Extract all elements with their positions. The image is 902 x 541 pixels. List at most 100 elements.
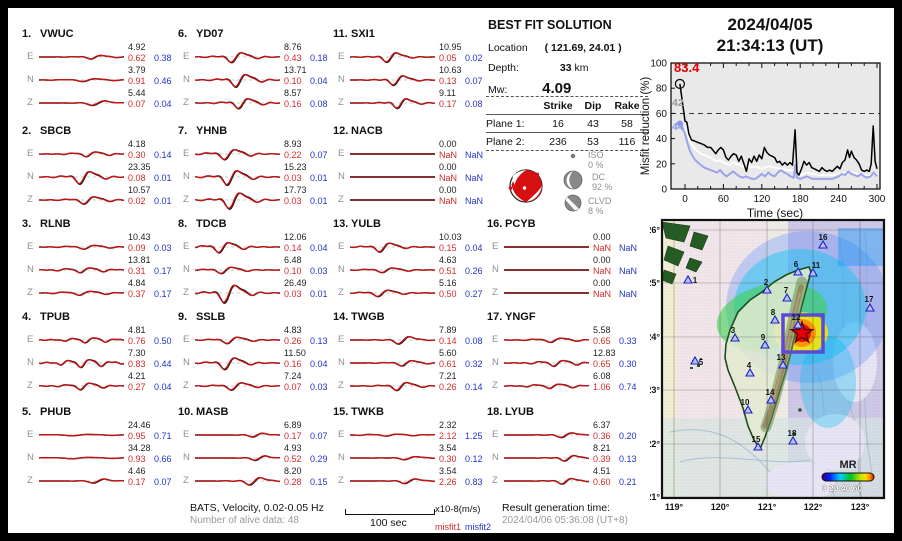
channel-TDCB-E: E 12.06 0.14 0.04 [170,232,330,260]
component-label: E [183,429,190,440]
waveform-trace [39,456,124,460]
station-triangle-icon [788,435,798,445]
misfit2-value: 0.03 [154,243,172,253]
peak-amplitude: 6.08 [593,371,611,381]
component-label: Z [338,475,344,486]
station-number: 2 [764,278,769,287]
channel-YD07-N: N 13.71 0.10 0.04 [170,65,330,93]
misfit1-value: 0.60 [593,477,611,487]
misfit1-value: NaN [439,196,458,206]
component-label: N [183,357,190,368]
event-time: 21:34:13 (UT) [716,36,824,55]
series-misfit-reduction-white [684,125,878,176]
peak-amplitude: 12.83 [593,348,616,358]
map-station-1: 1 [683,274,698,285]
station-panel-YULB: 13. YULB E 10.03 0.15 0.04 N 4.63 0.51 0.26 Z 5.16 0… [325,218,485,314]
peak-amplitude: 4.18 [128,139,146,149]
peak-amplitude: 17.73 [284,185,307,195]
waveform-trace [195,336,280,345]
figure-canvas: 1. VWUC E 4.92 0.62 0.38 N 3.79 0.91 0.46 Z 5.44 0.0… [8,8,894,533]
misfit2-value: NaN [465,150,484,160]
series-best-solution-misfit-reduction [679,83,878,176]
component-label: N [492,264,499,275]
channel-SSLB-N: N 11.50 0.16 0.04 [170,348,330,376]
misfit2-value: 0.83 [465,477,483,487]
peak-amplitude: 7.89 [439,325,457,335]
channel-SBCB-E: E 4.18 0.30 0.14 [14,139,174,167]
waveform-trace [39,290,124,296]
waveform-trace [350,153,435,155]
peak-amplitude: 10.43 [128,232,151,242]
waveform-trace [350,176,435,178]
component-label: E [338,334,345,345]
component-label: E [27,429,34,440]
station-header: 1. VWUC [22,28,74,40]
epicenter-group [781,313,825,354]
map-station-3: 3 [730,326,740,342]
misfit2-value: 0.01 [154,173,172,183]
waveform-trace [350,433,435,437]
peak-amplitude: 4.51 [593,466,611,476]
lon-label: 119° [665,502,684,512]
misfit2-value: 0.71 [154,431,172,441]
location-label: Location [488,42,528,54]
station-panel-YD07: 6. YD07 E 8.76 0.43 0.18 N 13.71 0.10 0.04 Z 8.57 0.… [170,28,330,124]
station-triangle-icon [782,292,792,302]
waveform-trace [39,196,124,206]
misfit1-value: 0.03 [284,289,302,299]
epicenter-star [789,319,815,344]
station-triangle-icon [730,332,740,342]
waveform-trace [350,335,435,345]
station-number: 14 [766,388,775,397]
station-number: 15 [752,435,761,444]
component-label: E [27,241,34,252]
peak-amplitude: 4.92 [128,42,146,52]
misfit1-value: 0.09 [128,243,146,253]
peak-amplitude: 15.23 [284,162,307,172]
peak-amplitude: 5.44 [128,88,146,98]
iso-label: ISO 0 % [588,150,604,170]
component-label: N [27,452,34,463]
channel-TWGB-N: N 5.60 0.61 0.32 [325,348,485,376]
station-header: 13. YULB [333,218,381,230]
colorbar-ticks: 0 20 40 60 [822,483,862,493]
channel-YHNB-N: N 15.23 0.03 0.01 [170,162,330,190]
station-number: 18 [788,429,797,438]
station-panel-TWGB: 14. TWGB E 7.89 0.14 0.08 N 5.60 0.61 0.32 Z 7.21 0.… [325,311,485,407]
waveform-trace [195,455,280,462]
misfit2-value: 0.04 [154,99,172,109]
epicenter-box [781,313,825,354]
channel-MASB-E: E 6.89 0.17 0.07 [170,420,330,448]
waveform-trace [39,267,124,274]
station-panel-TPUB: 4. TPUB E 4.81 0.76 0.50 N 7.30 0.83 0.44 Z 4.21 0.2… [14,311,174,407]
channel-SSLB-Z: Z 7.24 0.07 0.03 [170,371,330,399]
misfit2-value: 0.46 [154,76,172,86]
waveform-trace [504,246,589,248]
plane2-row: Plane 2: 236 53 116 [486,133,648,151]
misfit2-value: 0.08 [465,336,483,346]
station-triangle-icon [808,267,818,277]
component-label: E [183,334,190,345]
component-label: E [338,241,345,252]
waveform-trace [195,148,280,161]
component-label: E [183,51,190,62]
channel-VWUC-Z: Z 5.44 0.07 0.04 [14,88,174,116]
channel-PHUB-E: E 24.46 0.95 0.71 [14,420,174,448]
station-triangle-icon [793,266,803,276]
station-triangle-icon [793,319,803,329]
component-label: Z [492,475,498,486]
peak-amplitude: 5.60 [439,348,457,358]
misfit2-value: 0.26 [465,266,483,276]
lat-label: 25° [650,278,660,288]
xtick-label: 300 [869,194,886,205]
amplitude-units: x10-8(m/s) [435,504,481,515]
misfit2-value: 0.08 [465,99,483,109]
misfit1-value: 0.31 [128,266,146,276]
component-label: Z [338,97,344,108]
depth-label: Depth: [488,62,519,74]
lat-label: 24° [650,332,660,342]
misfit2-value: 0.27 [465,289,483,299]
misfit2-value: 0.13 [619,454,637,464]
